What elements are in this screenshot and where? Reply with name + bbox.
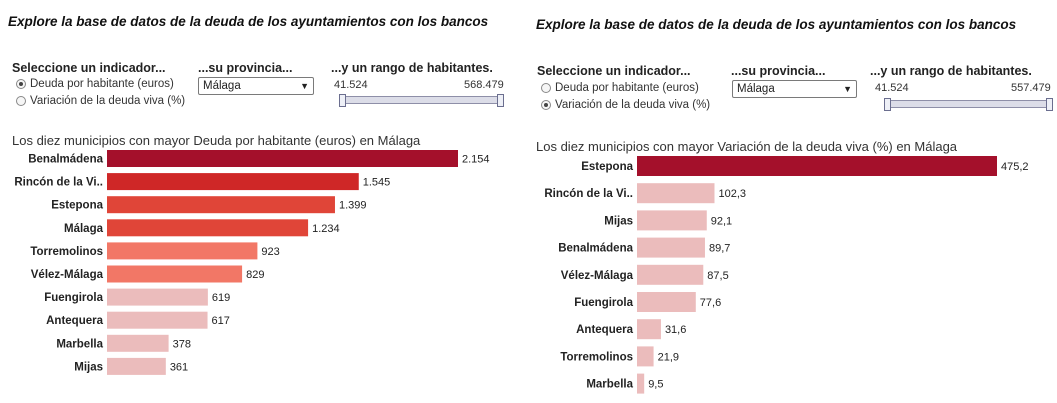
radio-icon[interactable] [541, 83, 551, 93]
category-label: Fuengirola [574, 297, 633, 309]
bar-chart-debt-variation: Estepona 475,2 Rincón de la Vi.. 102,3 Mijas… [544, 156, 1029, 394]
province-select[interactable]: Málaga ▼ [732, 80, 857, 98]
category-label: Antequera [576, 324, 633, 336]
value-label: 89,7 [709, 243, 730, 255]
value-label: 1.545 [363, 177, 391, 189]
bar[interactable] [107, 242, 258, 260]
range-label: ...y un rango de habitantes. [331, 61, 493, 75]
slider-handle-min[interactable] [339, 94, 346, 107]
value-label: 2.154 [462, 154, 490, 166]
value-label: 87,5 [707, 270, 728, 282]
population-range-slider[interactable] [886, 100, 1052, 108]
bar[interactable] [107, 196, 335, 214]
province-label: ...su provincia... [198, 61, 293, 75]
chart-title: Los diez municipios con mayor Variación … [536, 139, 958, 154]
value-label: 9,5 [648, 379, 663, 391]
province-select-value: Málaga [203, 80, 241, 92]
radio-option-debt-variation[interactable]: Variación de la deuda viva (%) [16, 95, 185, 107]
range-label: ...y un rango de habitantes. [870, 64, 1032, 78]
bar[interactable] [107, 288, 208, 306]
value-label: 31,6 [665, 324, 686, 336]
value-label: 619 [212, 292, 230, 304]
panel-title: Explore la base de datos de la deuda de … [536, 17, 1017, 32]
value-label: 378 [173, 338, 191, 350]
bar[interactable] [107, 311, 208, 329]
indicator-label: Seleccione un indicador... [12, 61, 166, 75]
radio-label: Deuda por habitante (euros) [555, 82, 699, 94]
value-label: 829 [246, 269, 264, 281]
category-label: Mijas [74, 361, 103, 373]
bar[interactable] [637, 264, 704, 285]
range-max-value: 568.479 [464, 79, 504, 91]
category-label: Estepona [51, 200, 103, 212]
slider-handle-max[interactable] [1046, 98, 1053, 111]
radio-label: Variación de la deuda viva (%) [30, 95, 186, 107]
bar[interactable] [107, 265, 243, 283]
chevron-down-icon[interactable]: ▼ [843, 84, 852, 94]
category-label: Málaga [64, 223, 104, 235]
chart-title: Los diez municipios con mayor Deuda por … [12, 133, 421, 148]
bar[interactable] [637, 210, 707, 231]
bar[interactable] [637, 183, 715, 204]
category-label: Vélez-Málaga [31, 269, 104, 281]
radio-option-debt-per-capita[interactable]: Deuda por habitante (euros) [541, 82, 699, 94]
category-label: Mijas [604, 215, 633, 227]
bar-chart-debt-per-capita: Benalmádena 2.154 Rincón de la Vi.. 1.545 Es… [14, 150, 490, 375]
bar[interactable] [107, 150, 458, 167]
province-label: ...su provincia... [731, 64, 826, 78]
bar[interactable] [107, 219, 309, 237]
range-max-value: 557.479 [1011, 82, 1051, 94]
province-select-value: Málaga [737, 83, 775, 95]
category-label: Antequera [46, 315, 103, 327]
category-label: Rincón de la Vi.. [544, 188, 633, 200]
bar[interactable] [637, 373, 645, 394]
category-label: Marbella [56, 338, 103, 350]
bar[interactable] [107, 334, 169, 352]
slider-handle-min[interactable] [884, 98, 891, 111]
value-label: 617 [212, 315, 230, 327]
range-min-value: 41.524 [334, 79, 368, 91]
value-label: 475,2 [1001, 161, 1029, 173]
category-label: Vélez-Málaga [561, 270, 634, 282]
value-label: 92,1 [711, 215, 732, 227]
bar[interactable] [107, 173, 359, 191]
indicator-label: Seleccione un indicador... [537, 64, 691, 78]
radio-option-debt-per-capita[interactable]: Deuda por habitante (euros) [16, 78, 174, 90]
range-min-value: 41.524 [875, 82, 909, 94]
value-label: 1.234 [312, 223, 340, 235]
category-label: Fuengirola [44, 292, 103, 304]
value-label: 923 [261, 246, 279, 258]
bar[interactable] [637, 156, 997, 176]
bar[interactable] [637, 237, 705, 258]
category-label: Torremolinos [30, 246, 103, 258]
panel-right: Explore la base de datos de la deuda de … [527, 0, 1057, 403]
slider-handle-max[interactable] [497, 94, 504, 107]
bar[interactable] [107, 357, 166, 375]
category-label: Benalmádena [558, 243, 633, 255]
province-select[interactable]: Málaga ▼ [198, 77, 314, 95]
radio-label: Variación de la deuda viva (%) [555, 99, 711, 111]
category-label: Benalmádena [28, 154, 103, 166]
radio-icon[interactable] [16, 96, 26, 106]
value-label: 1.399 [339, 200, 367, 212]
bar[interactable] [637, 292, 696, 312]
value-label: 21,9 [658, 351, 679, 363]
value-label: 77,6 [700, 297, 721, 309]
radio-option-debt-variation[interactable]: Variación de la deuda viva (%) [541, 99, 710, 111]
value-label: 102,3 [719, 188, 747, 200]
bar[interactable] [637, 319, 661, 340]
category-label: Torremolinos [560, 351, 633, 363]
population-range-slider[interactable] [341, 96, 501, 104]
panel-title: Explore la base de datos de la deuda de … [8, 14, 489, 29]
chevron-down-icon[interactable]: ▼ [300, 81, 309, 91]
radio-label: Deuda por habitante (euros) [30, 78, 174, 90]
value-label: 361 [170, 361, 188, 373]
category-label: Rincón de la Vi.. [14, 177, 103, 189]
category-label: Estepona [581, 161, 633, 173]
radio-icon[interactable] [16, 79, 26, 89]
category-label: Marbella [586, 379, 633, 391]
panel-left: Explore la base de datos de la deuda de … [0, 0, 520, 403]
radio-icon[interactable] [541, 100, 551, 110]
bar[interactable] [637, 346, 654, 367]
